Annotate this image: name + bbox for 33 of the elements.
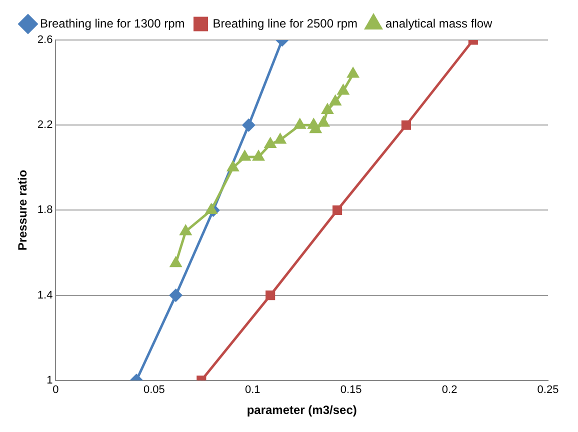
point [170,257,182,268]
x-tick-label: 0.25 [537,384,559,396]
y-tick-label: 1.4 [37,289,53,302]
y-tick-label: 1.8 [37,204,53,216]
legend-label: Breathing line for 1300 rpm [40,16,185,30]
point [347,68,359,78]
x-axis-title: parameter (m3/sec) [246,403,357,418]
point [227,161,239,172]
y-tick-label: 2.6 [37,34,53,46]
point [252,150,264,161]
point [330,95,341,106]
y-tick-label: 1 [46,374,53,386]
point [180,225,192,236]
y-tick-label: 2.2 [37,119,53,132]
legend-label: analytical mass flow [386,16,493,30]
x-tick-label: 0 [52,384,59,396]
point [401,120,411,130]
x-tick-label: 0.2 [442,384,458,396]
point [322,104,334,114]
point [242,118,255,132]
point [206,204,217,214]
point [264,138,276,148]
point [239,150,250,161]
legend-label: Breathing line for 2500 rpm [212,16,358,30]
x-tick-label: 0.05 [143,384,165,396]
y-axis-title: Pressure ratio [16,170,30,251]
point [294,118,306,129]
point [318,116,330,127]
point [274,134,286,144]
x-tick-label: 0.1 [244,384,260,396]
point [338,84,349,95]
x-tick-label: 0.15 [340,384,362,396]
point [332,205,342,215]
